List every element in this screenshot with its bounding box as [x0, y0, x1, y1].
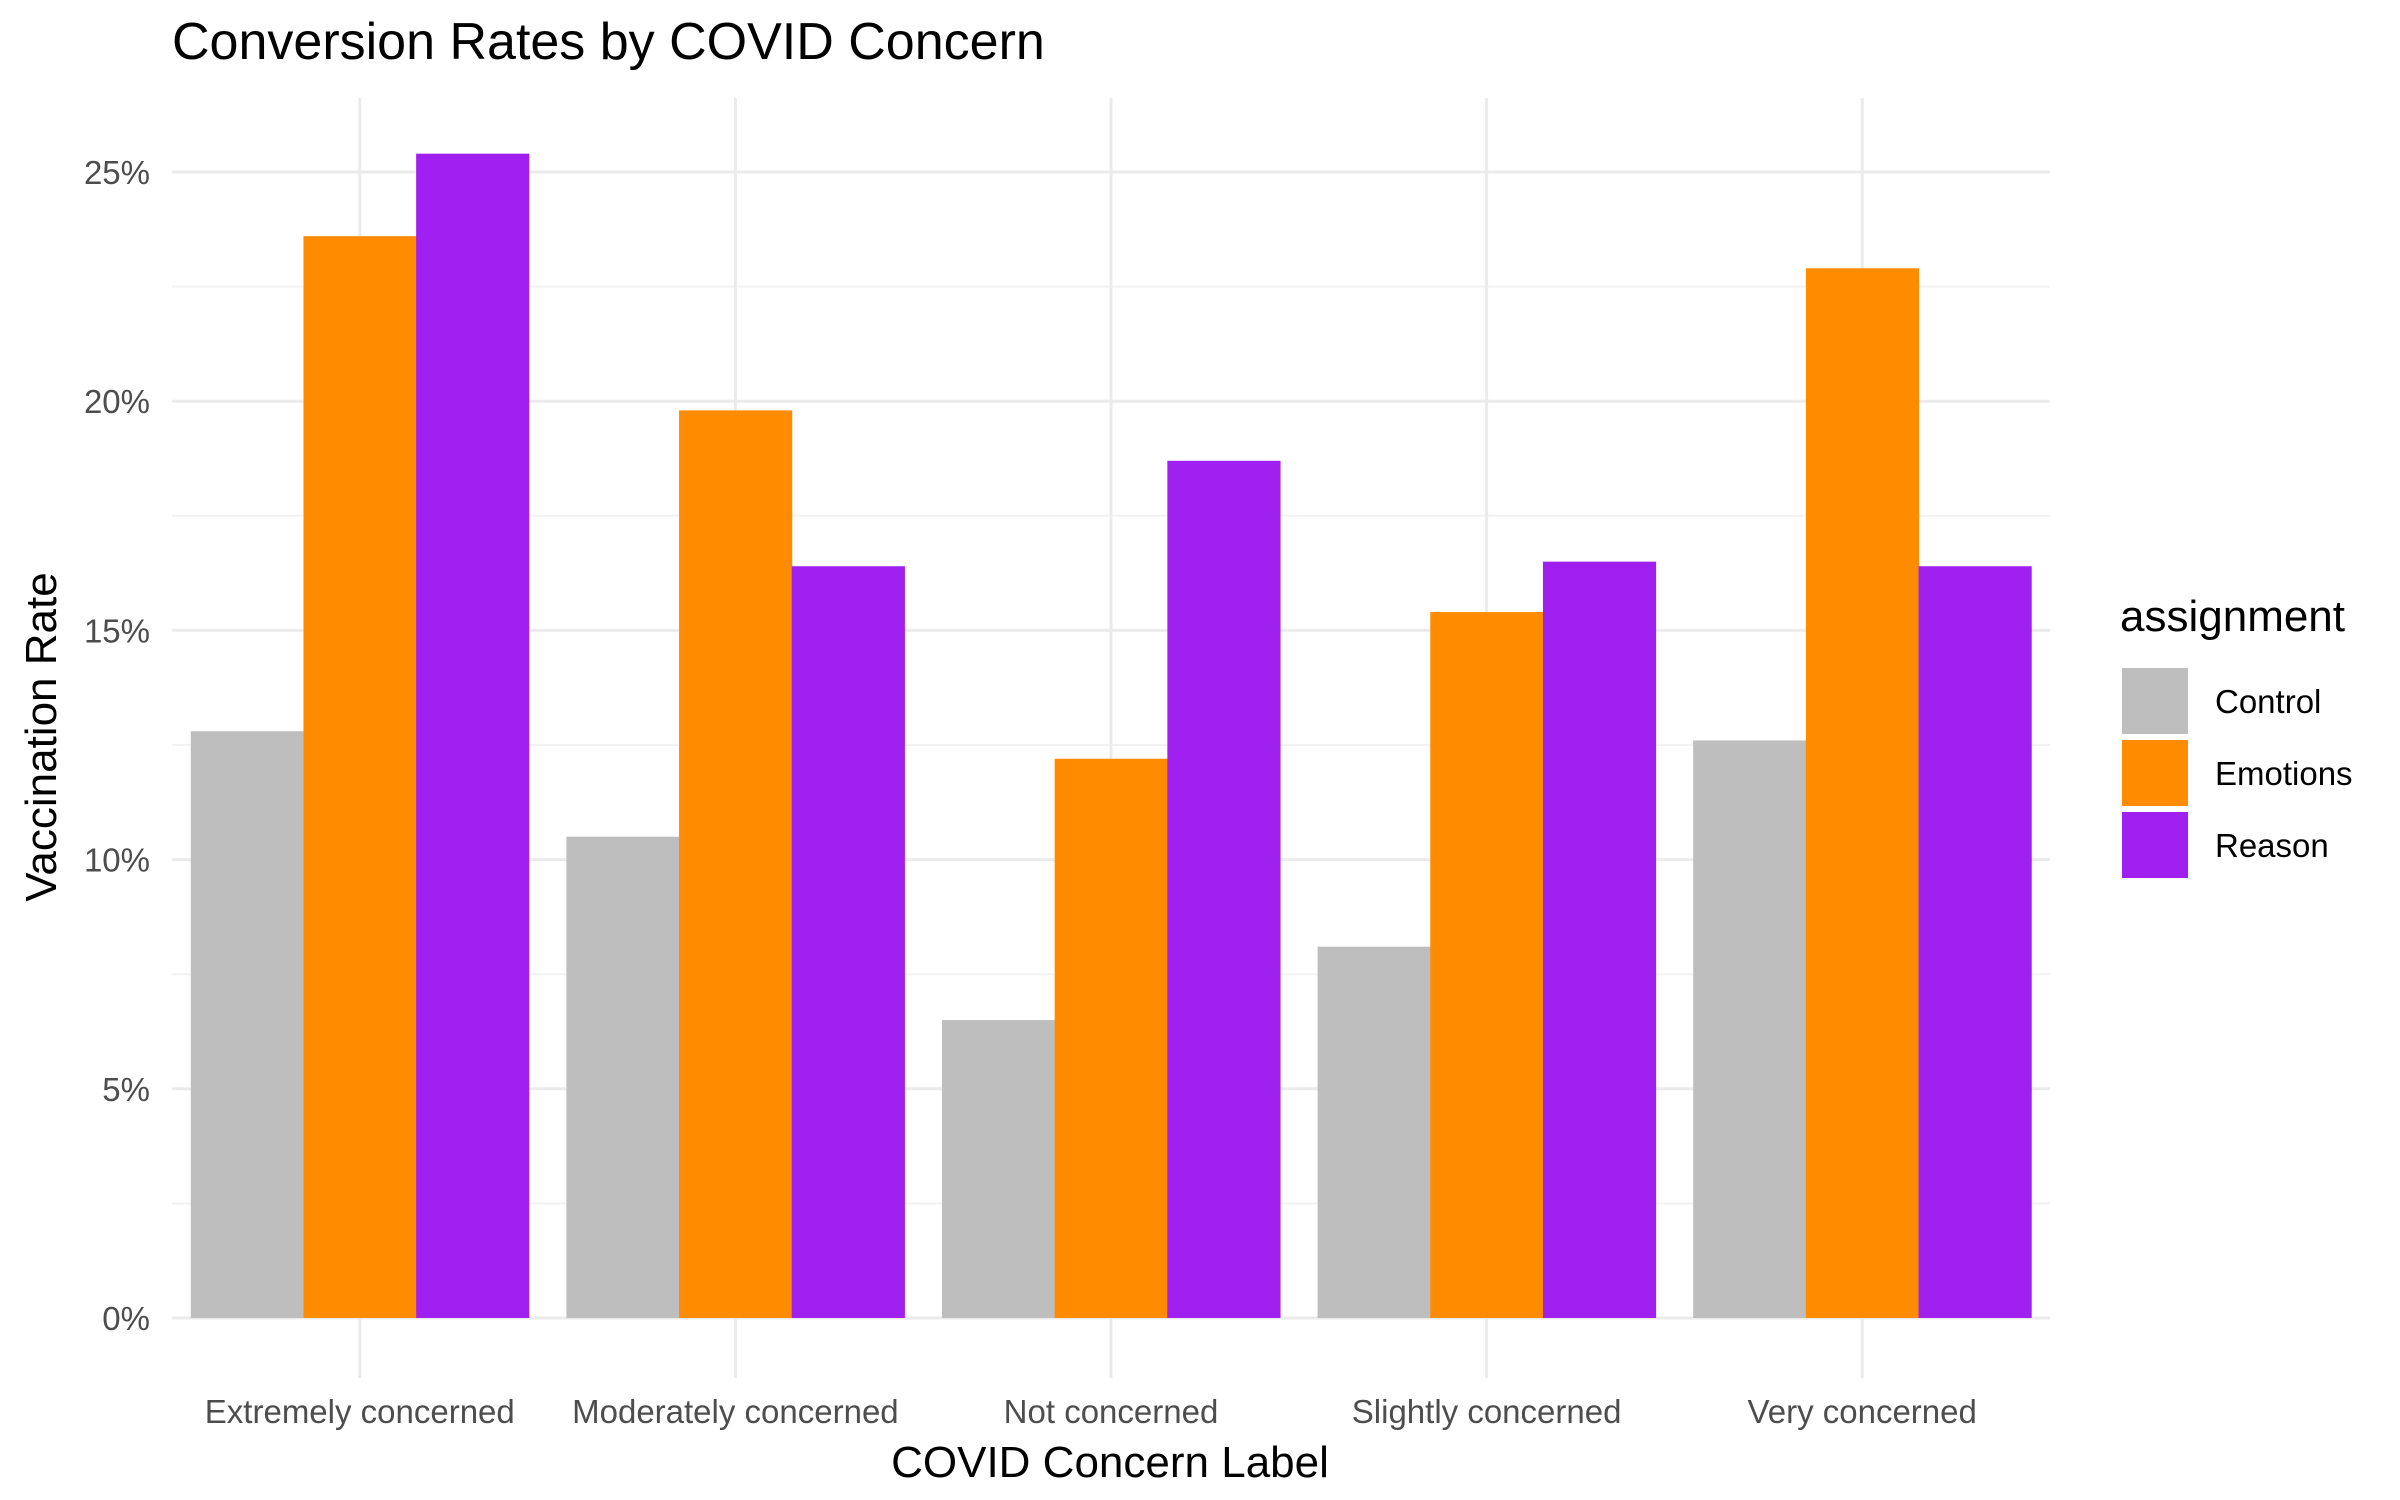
y-axis-title: Vaccination Rate: [17, 572, 66, 901]
bar-reason-2: [791, 566, 905, 1318]
bar-control-4: [1317, 946, 1431, 1318]
y-tick-label: 15%: [84, 612, 150, 649]
y-tick-label: 0%: [102, 1300, 150, 1337]
y-tick-label: 20%: [84, 383, 150, 420]
x-tick-label: Moderately concerned: [572, 1393, 899, 1430]
legend-label-control: Control: [2215, 683, 2321, 720]
bar-emotions-5: [1805, 268, 1920, 1318]
legend-key-emotions: [2122, 740, 2188, 806]
legend-label-emotions: Emotions: [2215, 755, 2353, 792]
bar-control-2: [566, 836, 680, 1318]
bar-control-3: [941, 1020, 1056, 1318]
bar-emotions-3: [1054, 758, 1168, 1318]
bar-reason-3: [1167, 460, 1281, 1318]
y-tick-label: 5%: [102, 1071, 150, 1108]
x-axis-title: COVID Concern Label: [891, 1438, 1329, 1487]
bar-emotions-1: [303, 236, 417, 1318]
y-axis-ticks: 0% 5% 10% 15% 20% 25%: [84, 154, 150, 1337]
legend-key-control: [2122, 668, 2188, 734]
x-axis-ticks: Extremely concerned Moderately concerned N…: [205, 1393, 1977, 1430]
x-tick-label: Very concerned: [1748, 1393, 1977, 1430]
y-tick-label: 25%: [84, 154, 150, 191]
chart-title: Conversion Rates by COVID Concern: [172, 13, 1045, 71]
x-tick-label: Not concerned: [1004, 1393, 1219, 1430]
legend-label-reason: Reason: [2215, 827, 2329, 864]
bar-reason-5: [1918, 566, 2032, 1318]
y-tick-label: 10%: [84, 842, 150, 879]
x-tick-label: Extremely concerned: [205, 1393, 515, 1430]
bar-emotions-2: [679, 410, 793, 1318]
bar-emotions-4: [1430, 612, 1544, 1318]
bar-reason-4: [1542, 561, 1657, 1318]
legend: assignment Control Emotions Reason: [2120, 592, 2353, 878]
legend-key-reason: [2122, 812, 2188, 878]
legend-title: assignment: [2120, 592, 2345, 641]
bars: [190, 153, 2032, 1318]
x-tick-label: Slightly concerned: [1352, 1393, 1622, 1430]
bar-control-5: [1693, 740, 1807, 1318]
bar-reason-1: [416, 153, 530, 1318]
bar-control-1: [190, 731, 304, 1318]
